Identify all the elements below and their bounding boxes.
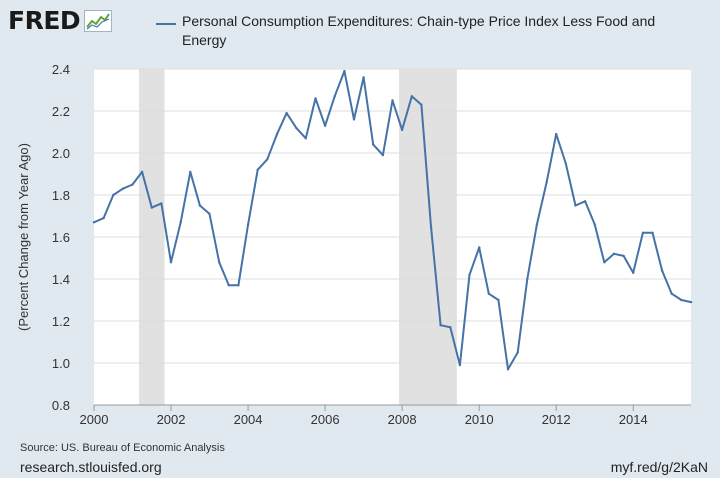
x-tick-label: 2008	[388, 412, 417, 427]
data-point	[564, 162, 567, 165]
data-point	[497, 298, 500, 302]
data-point	[574, 204, 577, 207]
y-tick-label: 1.4	[52, 272, 70, 287]
data-point	[593, 223, 596, 226]
data-point	[333, 95, 336, 98]
data-point	[506, 368, 510, 371]
y-tick-label: 1.6	[52, 230, 70, 245]
data-point	[555, 132, 558, 136]
data-point	[622, 254, 625, 258]
x-tick-label: 2004	[234, 412, 263, 427]
data-point	[583, 200, 587, 203]
data-point	[632, 271, 635, 274]
data-point	[429, 225, 433, 228]
data-point	[487, 292, 490, 295]
x-axis-ticks: 2000 2002 2004 2006 2008 2010 2012 2014	[80, 404, 691, 427]
data-point	[458, 363, 462, 367]
data-point	[660, 269, 664, 272]
data-point	[314, 97, 317, 100]
site-link[interactable]: research.stlouisfed.org	[20, 459, 162, 475]
data-point	[603, 261, 606, 264]
data-point	[516, 351, 519, 354]
y-axis-ticks: 0.8 1.0 1.2 1.4 1.6 1.8 2.0 2.2 2.4	[52, 62, 70, 413]
logo-text: FRED	[8, 6, 81, 35]
data-point	[545, 181, 548, 184]
x-tick-label: 2006	[311, 412, 340, 427]
data-point	[150, 206, 153, 209]
y-axis-title: (Percent Change from Year Ago)	[16, 143, 31, 331]
fred-logo[interactable]: FRED	[8, 6, 113, 36]
data-point	[218, 261, 221, 264]
data-point	[612, 252, 616, 255]
chart-header: FRED Personal Consumption Expenditures: …	[0, 0, 720, 62]
y-tick-label: 2.2	[52, 104, 70, 119]
data-point	[410, 95, 413, 98]
data-point	[227, 284, 230, 287]
data-point	[92, 221, 96, 224]
data-point	[400, 128, 404, 132]
data-point	[391, 99, 394, 102]
data-point	[439, 324, 442, 327]
data-point	[381, 153, 385, 157]
y-tick-label: 0.8	[52, 398, 70, 413]
chart-legend: Personal Consumption Expenditures: Chain…	[156, 12, 676, 50]
data-point	[266, 158, 269, 161]
data-point	[198, 204, 202, 207]
y-tick-label: 2.4	[52, 62, 70, 77]
data-point	[478, 246, 481, 249]
data-point	[343, 69, 346, 73]
data-point	[670, 292, 673, 295]
data-point	[352, 118, 356, 121]
data-point	[112, 193, 115, 197]
data-point	[131, 183, 134, 186]
data-point	[102, 216, 105, 220]
legend-label: Personal Consumption Expenditures: Chain…	[182, 13, 656, 48]
data-point	[256, 168, 259, 171]
x-tick-label: 2012	[542, 412, 571, 427]
data-point	[275, 132, 279, 136]
trend-chart-icon	[84, 10, 113, 32]
x-tick-label: 2010	[465, 412, 494, 427]
y-tick-label: 1.0	[52, 356, 70, 371]
data-point	[323, 124, 327, 127]
data-point	[285, 111, 288, 115]
y-tick-label: 1.8	[52, 188, 70, 203]
data-point	[651, 231, 654, 234]
x-tick-label: 2000	[80, 412, 109, 427]
x-tick-label: 2002	[157, 412, 186, 427]
data-point	[189, 170, 192, 174]
data-point	[304, 137, 307, 140]
x-tick-label: 2014	[619, 412, 648, 427]
data-point	[468, 273, 471, 276]
short-url-link[interactable]: myf.red/g/2KaN	[610, 459, 708, 475]
data-point	[362, 76, 365, 79]
y-tick-label: 2.0	[52, 146, 70, 161]
legend-swatch	[156, 23, 176, 25]
data-point	[641, 231, 645, 234]
data-point	[526, 277, 529, 281]
data-point	[680, 298, 683, 302]
data-point	[169, 261, 173, 264]
data-point	[449, 326, 452, 329]
source-note: Source: US. Bureau of Economic Analysis	[20, 442, 225, 454]
data-point	[179, 221, 182, 224]
data-point	[160, 202, 163, 205]
series-points	[92, 69, 693, 371]
data-point	[121, 187, 125, 190]
data-point	[420, 103, 423, 106]
data-point	[535, 223, 539, 226]
data-point	[237, 284, 240, 287]
y-tick-label: 1.2	[52, 314, 70, 329]
data-point	[295, 126, 298, 129]
data-point	[372, 143, 375, 146]
data-point	[246, 223, 250, 226]
data-point	[140, 170, 144, 174]
data-point	[689, 300, 693, 304]
data-point	[208, 212, 211, 216]
